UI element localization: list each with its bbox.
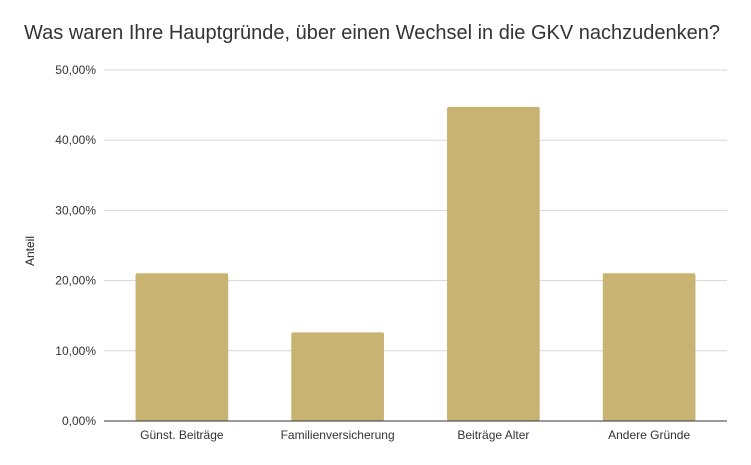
y-tick-label: 20,00% <box>55 274 96 288</box>
bar <box>135 273 229 421</box>
bar <box>602 273 696 421</box>
x-tick-label: Andere Gründe <box>608 428 690 442</box>
y-tick-label: 40,00% <box>55 133 96 147</box>
x-tick-label: Beiträge Alter <box>457 428 529 442</box>
chart-title: Was waren Ihre Hauptgründe, über einen W… <box>24 22 720 44</box>
y-tick-label: 30,00% <box>55 203 96 217</box>
y-tick-label: 0,00% <box>62 414 96 428</box>
bar <box>291 332 384 421</box>
y-axis-label: Anteil <box>23 236 37 266</box>
bar <box>447 106 540 421</box>
x-tick-label: Günst. Beiträge <box>140 428 224 442</box>
y-tick-label: 10,00% <box>55 344 96 358</box>
y-tick-label: 50,00% <box>55 63 96 77</box>
x-tick-label: Familienversicherung <box>281 428 395 442</box>
